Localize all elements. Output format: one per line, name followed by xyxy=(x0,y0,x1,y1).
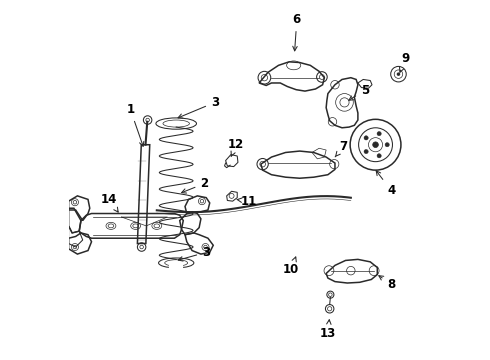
Circle shape xyxy=(397,72,400,76)
Text: 3: 3 xyxy=(178,96,219,118)
Text: 7: 7 xyxy=(335,140,348,157)
Circle shape xyxy=(385,143,389,147)
Text: 10: 10 xyxy=(283,257,299,276)
Text: 2: 2 xyxy=(182,177,208,193)
Text: 4: 4 xyxy=(376,171,395,197)
Circle shape xyxy=(377,154,381,158)
Circle shape xyxy=(364,136,368,140)
Text: 12: 12 xyxy=(228,138,245,157)
Text: 3: 3 xyxy=(178,246,210,261)
Circle shape xyxy=(373,142,378,148)
Text: 11: 11 xyxy=(237,195,257,208)
Text: 8: 8 xyxy=(379,276,395,291)
Text: 13: 13 xyxy=(320,320,336,340)
Circle shape xyxy=(377,131,381,136)
Text: 14: 14 xyxy=(101,193,118,212)
Circle shape xyxy=(364,149,368,154)
Text: 1: 1 xyxy=(126,103,144,146)
Text: 9: 9 xyxy=(399,52,410,72)
Text: 6: 6 xyxy=(293,13,301,51)
Text: 5: 5 xyxy=(349,84,369,100)
